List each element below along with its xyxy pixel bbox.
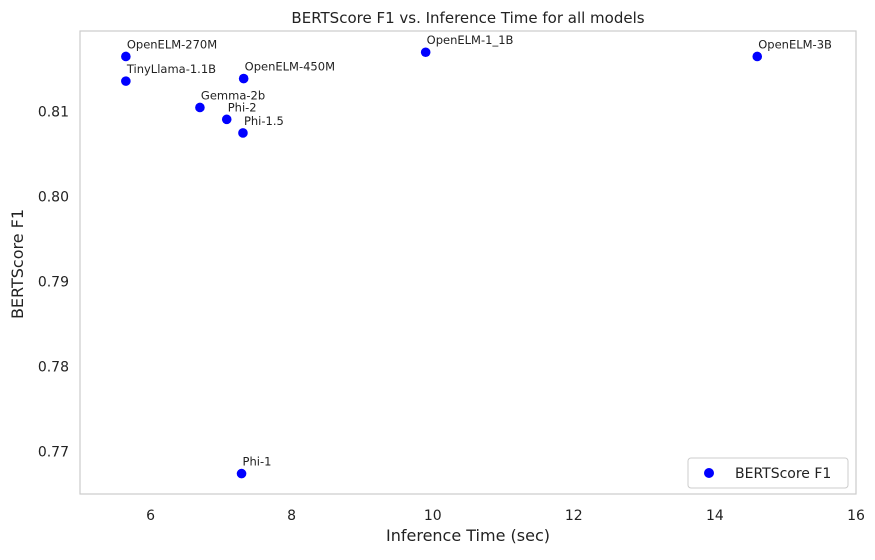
data-point	[752, 51, 763, 62]
y-tick-label: 0.77	[38, 445, 69, 461]
point-label: OpenELM-450M	[245, 60, 335, 74]
point-label: Phi-1	[243, 455, 272, 469]
point-label: Phi-2	[228, 100, 257, 114]
data-points	[121, 47, 763, 479]
data-point	[121, 76, 131, 86]
y-axis-label: BERTScore F1	[8, 209, 27, 319]
data-point	[236, 468, 247, 479]
x-tick-label: 14	[706, 508, 724, 524]
plot-frame	[79, 30, 857, 495]
point-label: TinyLlama-1.1B	[126, 62, 216, 76]
legend-label: BERTScore F1	[735, 466, 831, 482]
y-tick-label: 0.78	[38, 360, 69, 376]
legend: BERTScore F1	[687, 457, 849, 489]
data-point	[221, 114, 232, 125]
y-tick-label: 0.79	[38, 275, 69, 291]
x-tick-label: 12	[565, 508, 583, 524]
point-label: OpenELM-3B	[758, 37, 832, 51]
data-point	[420, 47, 431, 58]
x-tick-label: 6	[146, 508, 155, 524]
x-tick-label: 16	[847, 508, 865, 524]
x-axis-label: Inference Time (sec)	[386, 526, 550, 545]
point-label: Gemma-2b	[201, 88, 265, 102]
legend-marker	[704, 468, 714, 478]
data-point	[238, 73, 249, 84]
legend-box	[687, 457, 849, 489]
point-label: OpenELM-270M	[127, 37, 217, 51]
data-point	[195, 102, 205, 113]
x-tick-label: 10	[424, 508, 442, 524]
x-tick-label: 8	[287, 508, 296, 524]
axes: 6 8 10 12 14 16 0.77 0.78 0.79 0.80 0.81	[38, 30, 865, 524]
y-tick-label: 0.81	[38, 105, 69, 121]
point-label: OpenELM-1_1B	[427, 33, 514, 47]
data-point	[121, 51, 131, 62]
y-tick-label: 0.80	[38, 190, 69, 206]
point-labels: OpenELM-270M TinyLlama-1.1B OpenELM-450M Ge…	[126, 33, 832, 468]
chart-title: BERTScore F1 vs. Inference Time for all …	[291, 9, 644, 27]
data-point	[238, 128, 248, 138]
point-label: Phi-1.5	[244, 114, 284, 128]
